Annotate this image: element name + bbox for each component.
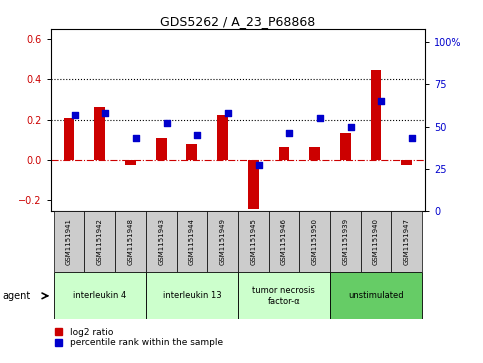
Bar <box>217 115 228 160</box>
Polygon shape <box>115 211 146 272</box>
Text: GSM1151942: GSM1151942 <box>97 218 103 265</box>
Bar <box>309 147 320 160</box>
Text: unstimulated: unstimulated <box>348 291 404 300</box>
Text: GSM1151949: GSM1151949 <box>220 218 226 265</box>
Polygon shape <box>146 272 238 319</box>
Bar <box>186 144 197 160</box>
Polygon shape <box>176 211 207 272</box>
Text: GSM1151939: GSM1151939 <box>342 218 348 265</box>
Polygon shape <box>299 211 330 272</box>
Polygon shape <box>330 272 422 319</box>
Text: GSM1151947: GSM1151947 <box>404 218 410 265</box>
Text: agent: agent <box>2 291 30 301</box>
Text: GSM1151950: GSM1151950 <box>312 218 318 265</box>
Point <box>132 135 140 141</box>
Text: GSM1151948: GSM1151948 <box>128 218 133 265</box>
Text: interleukin 13: interleukin 13 <box>163 291 221 300</box>
Point <box>347 124 355 130</box>
Legend: log2 ratio, percentile rank within the sample: log2 ratio, percentile rank within the s… <box>55 327 223 347</box>
Point <box>316 115 324 121</box>
Point <box>285 130 293 136</box>
Bar <box>401 160 412 165</box>
Point <box>378 98 385 104</box>
Text: GSM1151943: GSM1151943 <box>158 218 164 265</box>
Point <box>101 110 109 116</box>
Text: GSM1151945: GSM1151945 <box>250 218 256 265</box>
Text: interleukin 4: interleukin 4 <box>73 291 127 300</box>
Polygon shape <box>146 211 176 272</box>
Text: tumor necrosis
factor-α: tumor necrosis factor-α <box>253 286 315 306</box>
Bar <box>64 118 74 160</box>
Text: GSM1151946: GSM1151946 <box>281 218 287 265</box>
Bar <box>156 138 167 160</box>
Bar <box>279 147 289 160</box>
Bar <box>370 70 381 160</box>
Point <box>408 135 416 141</box>
Bar <box>125 160 136 165</box>
Text: GSM1151941: GSM1151941 <box>66 218 72 265</box>
Polygon shape <box>238 211 269 272</box>
Point <box>71 112 79 118</box>
Polygon shape <box>207 211 238 272</box>
Polygon shape <box>85 211 115 272</box>
Point <box>194 132 201 138</box>
Bar <box>95 107 105 160</box>
Bar <box>248 160 258 208</box>
Point <box>163 120 170 126</box>
Polygon shape <box>330 211 361 272</box>
Title: GDS5262 / A_23_P68868: GDS5262 / A_23_P68868 <box>160 15 315 28</box>
Polygon shape <box>269 211 299 272</box>
Polygon shape <box>54 211 85 272</box>
Point <box>255 162 263 168</box>
Polygon shape <box>391 211 422 272</box>
Text: GSM1151944: GSM1151944 <box>189 218 195 265</box>
Text: GSM1151940: GSM1151940 <box>373 218 379 265</box>
Point <box>224 110 232 116</box>
Polygon shape <box>54 272 146 319</box>
Polygon shape <box>361 211 391 272</box>
Polygon shape <box>238 272 330 319</box>
Bar <box>340 133 351 160</box>
